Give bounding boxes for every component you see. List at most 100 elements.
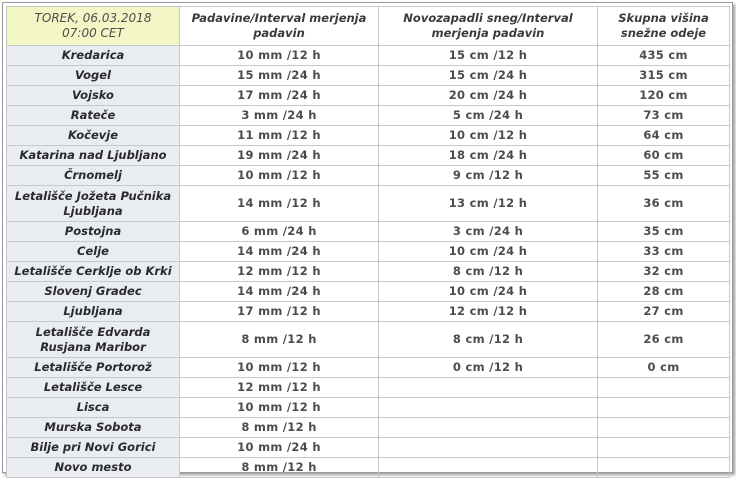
table-row: Vojsko 17 mm /24 h 20 cm /24 h 120 cm — [6, 85, 730, 106]
precip-value: 10 mm /12 h — [179, 45, 379, 66]
newsnow-value: 13 cm /12 h — [378, 185, 598, 222]
table-row: Letališče Lesce 12 mm /12 h — [6, 377, 730, 398]
total-value — [597, 437, 730, 458]
total-value: 120 cm — [597, 85, 730, 106]
precip-value: 10 mm /12 h — [179, 357, 379, 378]
date-header: TOREK, 06.03.2018 07:00 CET — [6, 6, 180, 46]
precip-value: 17 mm /24 h — [179, 85, 379, 106]
total-value: 55 cm — [597, 165, 730, 186]
table-row: Letališče Jožeta Pučnika Ljubljana 14 mm … — [6, 185, 730, 222]
newsnow-value: 10 cm /24 h — [378, 281, 598, 302]
station-name: Letališče Lesce — [6, 377, 180, 398]
table-row: Ljubljana 17 mm /12 h 12 cm /12 h 27 cm — [6, 301, 730, 322]
station-name: Bilje pri Novi Gorici — [6, 437, 180, 458]
newsnow-value — [378, 397, 598, 418]
precip-value: 17 mm /12 h — [179, 301, 379, 322]
newsnow-header: Novozapadli sneg/Interval merjenja padav… — [378, 6, 598, 46]
table-row: Kočevje 11 mm /12 h 10 cm /12 h 64 cm — [6, 125, 730, 146]
precip-value: 8 mm /12 h — [179, 321, 379, 358]
total-value: 27 cm — [597, 301, 730, 322]
total-value: 435 cm — [597, 45, 730, 66]
newsnow-value: 3 cm /24 h — [378, 221, 598, 242]
station-name: Letališče Portorož — [6, 357, 180, 378]
newsnow-value — [378, 437, 598, 458]
station-name: Postojna — [6, 221, 180, 242]
newsnow-value: 0 cm /12 h — [378, 357, 598, 378]
table-row: Celje 14 mm /24 h 10 cm /24 h 33 cm — [6, 241, 730, 262]
newsnow-value: 10 cm /24 h — [378, 241, 598, 262]
precip-value: 10 mm /12 h — [179, 397, 379, 418]
station-name: Murska Sobota — [6, 417, 180, 438]
total-value — [597, 417, 730, 438]
total-value: 26 cm — [597, 321, 730, 358]
station-name: Novo mesto — [6, 457, 180, 478]
newsnow-value: 18 cm /24 h — [378, 145, 598, 166]
precip-value: 8 mm /12 h — [179, 457, 379, 478]
table-row: Bilje pri Novi Gorici 10 mm /24 h — [6, 437, 730, 458]
precip-value: 12 mm /12 h — [179, 261, 379, 282]
newsnow-value: 12 cm /12 h — [378, 301, 598, 322]
total-value: 315 cm — [597, 65, 730, 86]
total-value: 0 cm — [597, 357, 730, 378]
total-value — [597, 377, 730, 398]
newsnow-value: 8 cm /12 h — [378, 261, 598, 282]
newsnow-value: 8 cm /12 h — [378, 321, 598, 358]
precip-value: 15 mm /24 h — [179, 65, 379, 86]
table-row: Novo mesto 8 mm /12 h — [6, 457, 730, 478]
table-row: Letališče Edvarda Rusjana Maribor 8 mm /1… — [6, 321, 730, 358]
newsnow-value — [378, 377, 598, 398]
station-name: Vojsko — [6, 85, 180, 106]
station-name: Rateče — [6, 105, 180, 126]
station-name: Lisca — [6, 397, 180, 418]
precip-value: 11 mm /12 h — [179, 125, 379, 146]
newsnow-value: 15 cm /24 h — [378, 65, 598, 86]
table-row: Vogel 15 mm /24 h 15 cm /24 h 315 cm — [6, 65, 730, 86]
date-line2: 07:00 CET — [62, 26, 124, 40]
station-name: Črnomelj — [6, 165, 180, 186]
newsnow-value: 20 cm /24 h — [378, 85, 598, 106]
newsnow-value: 15 cm /12 h — [378, 45, 598, 66]
precip-value: 8 mm /12 h — [179, 417, 379, 438]
precip-value: 14 mm /24 h — [179, 241, 379, 262]
station-name: Slovenj Gradec — [6, 281, 180, 302]
station-name: Kredarica — [6, 45, 180, 66]
station-name: Katarina nad Ljubljano — [6, 145, 180, 166]
station-name: Kočevje — [6, 125, 180, 146]
precip-header: Padavine/Interval merjenja padavin — [179, 6, 379, 46]
precip-value: 6 mm /24 h — [179, 221, 379, 242]
total-value — [597, 457, 730, 478]
total-value: 60 cm — [597, 145, 730, 166]
total-value: 73 cm — [597, 105, 730, 126]
station-name: Celje — [6, 241, 180, 262]
table-row: Kredarica 10 mm /12 h 15 cm /12 h 435 cm — [6, 45, 730, 66]
precip-value: 19 mm /24 h — [179, 145, 379, 166]
precip-value: 12 mm /12 h — [179, 377, 379, 398]
total-value: 64 cm — [597, 125, 730, 146]
precip-value: 14 mm /12 h — [179, 185, 379, 222]
total-header: Skupna višina snežne odeje — [597, 6, 730, 46]
header-row: TOREK, 06.03.2018 07:00 CET Padavine/Int… — [6, 6, 730, 46]
station-name: Letališče Edvarda Rusjana Maribor — [6, 321, 180, 358]
table-row: Lisca 10 mm /12 h — [6, 397, 730, 418]
station-name: Ljubljana — [6, 301, 180, 322]
total-value: 36 cm — [597, 185, 730, 222]
newsnow-value: 5 cm /24 h — [378, 105, 598, 126]
total-value: 33 cm — [597, 241, 730, 262]
weather-table: TOREK, 06.03.2018 07:00 CET Padavine/Int… — [6, 6, 730, 478]
station-name: Letališče Cerklje ob Krki — [6, 261, 180, 282]
precip-value: 10 mm /12 h — [179, 165, 379, 186]
total-value: 28 cm — [597, 281, 730, 302]
newsnow-value: 10 cm /12 h — [378, 125, 598, 146]
newsnow-value — [378, 457, 598, 478]
precip-value: 14 mm /24 h — [179, 281, 379, 302]
table-row: Slovenj Gradec 14 mm /24 h 10 cm /24 h 28 c… — [6, 281, 730, 302]
table-row: Murska Sobota 8 mm /12 h — [6, 417, 730, 438]
date-line1: TOREK, 06.03.2018 — [34, 11, 152, 25]
newsnow-value — [378, 417, 598, 438]
table-row: Katarina nad Ljubljano 19 mm /24 h 18 cm /… — [6, 145, 730, 166]
